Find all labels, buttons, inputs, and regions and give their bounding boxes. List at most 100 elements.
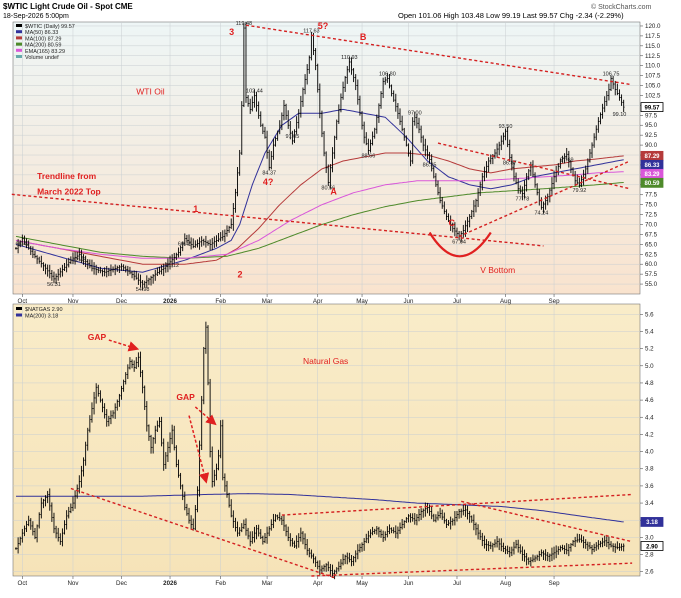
price-label: 88.66 bbox=[361, 153, 375, 159]
trendline bbox=[461, 500, 633, 543]
legend-swatch bbox=[16, 36, 22, 40]
legend-entry: $NATGAS 2.90 bbox=[25, 307, 63, 313]
oil-price-bars bbox=[15, 21, 625, 291]
legend-swatch bbox=[16, 313, 22, 317]
y-tick-label: 120.0 bbox=[645, 23, 661, 30]
trendline bbox=[281, 493, 633, 516]
y-tick-label: 4.8 bbox=[645, 380, 654, 387]
value-tag: 87.29 bbox=[644, 154, 660, 160]
legend-entry: EMA(165) 83.29 bbox=[25, 49, 65, 55]
annotation: A bbox=[330, 186, 337, 196]
y-tick-label: 65.0 bbox=[645, 241, 658, 248]
price-label: 80.56 bbox=[321, 186, 335, 192]
price-label: 97.00 bbox=[408, 110, 422, 116]
annotation: Natural Gas bbox=[303, 356, 348, 366]
value-tag: 3.18 bbox=[646, 520, 658, 526]
legend-swatch bbox=[16, 30, 22, 34]
y-tick-label: 117.5 bbox=[645, 33, 661, 40]
annotation: 2 bbox=[238, 269, 243, 279]
annotation: WTI Oil bbox=[136, 87, 164, 97]
price-label: 93.50 bbox=[499, 124, 513, 130]
price-label: 91.05 bbox=[286, 134, 300, 140]
y-tick-label: 3.0 bbox=[645, 534, 654, 541]
y-tick-label: 2.8 bbox=[645, 552, 654, 559]
x-tick-label: Jul bbox=[453, 298, 461, 305]
annotation: 3 bbox=[229, 27, 234, 37]
price-label: 66.48 bbox=[178, 241, 192, 247]
y-tick-label: 70.0 bbox=[645, 222, 658, 229]
trendline bbox=[458, 160, 631, 238]
y-tick-label: 90.0 bbox=[645, 142, 658, 149]
trendline bbox=[70, 487, 335, 579]
price-label: 79.92 bbox=[572, 188, 586, 194]
y-tick-label: 67.5 bbox=[645, 231, 658, 238]
annotation: 1 bbox=[193, 204, 198, 214]
y-tick-label: 2.6 bbox=[645, 569, 654, 576]
x-tick-label: Nov bbox=[67, 298, 79, 305]
annotation: V Bottom bbox=[480, 265, 515, 275]
price-label: 106.75 bbox=[603, 72, 620, 78]
price-label: 62.40 bbox=[72, 258, 86, 264]
quote-line: Open 101.06 High 103.48 Low 99.19 Last 9… bbox=[398, 11, 624, 20]
x-tick-label: Apr bbox=[313, 580, 323, 587]
annotation: March 2022 Top bbox=[37, 186, 101, 196]
y-tick-label: 4.6 bbox=[645, 397, 654, 404]
y-tick-label: 77.5 bbox=[645, 192, 658, 199]
price-label: 117.63 bbox=[303, 28, 319, 34]
v-bottom-arc bbox=[428, 231, 492, 258]
value-tag: 2.90 bbox=[646, 544, 658, 550]
x-tick-label: Mar bbox=[262, 298, 273, 305]
y-tick-label: 5.6 bbox=[645, 311, 654, 318]
gas-moving-average bbox=[16, 493, 624, 523]
y-tick-label: 95.0 bbox=[645, 122, 658, 129]
last-value-tags: 99.57 87.29 86.33 83.29 80.59 3.18 2.90 bbox=[640, 102, 664, 551]
ma-line bbox=[16, 493, 624, 523]
x-tick-label: May bbox=[356, 580, 369, 587]
ma-line bbox=[15, 171, 624, 259]
value-tag-box bbox=[640, 541, 664, 551]
price-label: 67.04 bbox=[452, 239, 466, 245]
y-tick-label: 75.0 bbox=[645, 202, 658, 209]
legend-entry: MA(200) 80.59 bbox=[25, 43, 61, 49]
annotation: 5? bbox=[318, 21, 329, 31]
legend-swatch bbox=[16, 48, 22, 52]
trendlines bbox=[11, 24, 633, 579]
y-tick-label: 4.0 bbox=[645, 449, 654, 456]
annotation: Trendline from bbox=[37, 171, 96, 181]
x-tick-label: Jun bbox=[403, 580, 414, 587]
annotation: GAP bbox=[176, 392, 195, 402]
annotation: 4? bbox=[263, 177, 274, 187]
x-tick-label: Aug bbox=[500, 580, 512, 587]
y-tick-label: 102.5 bbox=[645, 92, 661, 99]
x-tick-label: Jul bbox=[453, 580, 461, 587]
y-tick-label: 112.5 bbox=[645, 53, 661, 60]
annotation: GAP bbox=[88, 332, 107, 342]
chart-date: 18-Sep-2026 5:00pm bbox=[3, 13, 69, 20]
watermark: © StockCharts.com bbox=[591, 3, 652, 11]
price-label: 99.10 bbox=[613, 112, 627, 118]
price-label: 110.93 bbox=[341, 55, 357, 61]
gas-panel-bg bbox=[12, 303, 641, 577]
value-tag-box bbox=[640, 102, 664, 112]
price-label: 119.48 bbox=[236, 21, 252, 27]
gap-arrow bbox=[188, 415, 210, 484]
price-label: 74.24 bbox=[535, 211, 549, 217]
price-label: 66.42 bbox=[15, 242, 29, 248]
y-tick-label: 115.0 bbox=[645, 43, 661, 50]
value-tag: 86.33 bbox=[644, 163, 660, 169]
trendline bbox=[11, 193, 544, 247]
legend-swatch bbox=[16, 24, 22, 27]
symbol-title: $WTIC Light Crude Oil - Spot CME bbox=[3, 2, 133, 11]
y-tick-label: 105.0 bbox=[645, 83, 661, 90]
legend-entry: MA(200) 3.18 bbox=[25, 314, 58, 320]
legend-swatch bbox=[16, 55, 22, 58]
x-tick-label: May bbox=[356, 298, 369, 305]
price-label: 77.78 bbox=[516, 197, 530, 203]
price-label: 56.31 bbox=[47, 282, 61, 288]
legend-entry: $WTIC (Daily) 99.57 bbox=[25, 24, 75, 30]
x-tick-label: Apr bbox=[313, 298, 323, 305]
price-label: 54.98 bbox=[136, 287, 150, 293]
